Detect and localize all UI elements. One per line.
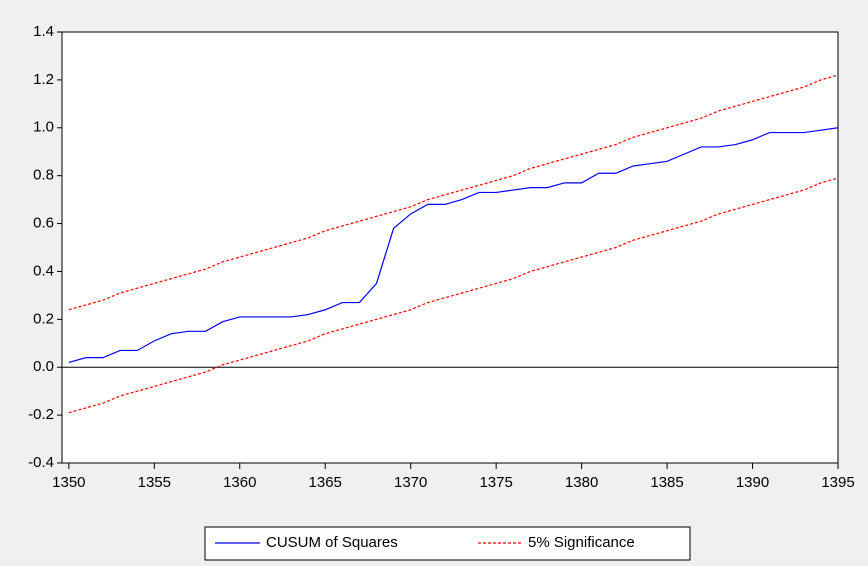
y-tick-label: 1.0 xyxy=(33,119,54,136)
y-tick-label: 0.4 xyxy=(33,262,54,279)
x-tick-label: 1355 xyxy=(138,474,171,491)
x-tick-label: 1350 xyxy=(52,474,85,491)
x-tick-label: 1390 xyxy=(736,474,769,491)
y-tick-label: 1.4 xyxy=(33,23,54,40)
legend-label: CUSUM of Squares xyxy=(266,534,398,551)
x-tick-label: 1375 xyxy=(479,474,512,491)
y-tick-label: 0.6 xyxy=(33,215,54,232)
x-tick-label: 1385 xyxy=(650,474,683,491)
legend xyxy=(204,526,691,561)
band-lower xyxy=(68,177,839,414)
y-tick-label: 0.0 xyxy=(33,358,54,375)
y-tick-label: -0.2 xyxy=(28,406,54,423)
x-tick-label: 1370 xyxy=(394,474,427,491)
x-tick-label: 1360 xyxy=(223,474,256,491)
y-tick-label: 0.8 xyxy=(33,167,54,184)
plot-area xyxy=(61,31,839,464)
y-tick-label: 1.2 xyxy=(33,71,54,88)
x-tick-label: 1395 xyxy=(821,474,854,491)
x-tick-label: 1380 xyxy=(565,474,598,491)
legend-label: 5% Significance xyxy=(528,534,635,551)
y-tick-label: 0.2 xyxy=(33,310,54,327)
series-line xyxy=(68,127,839,364)
band-upper xyxy=(68,74,839,311)
x-tick-label: 1365 xyxy=(309,474,342,491)
y-tick-label: -0.4 xyxy=(28,454,54,471)
